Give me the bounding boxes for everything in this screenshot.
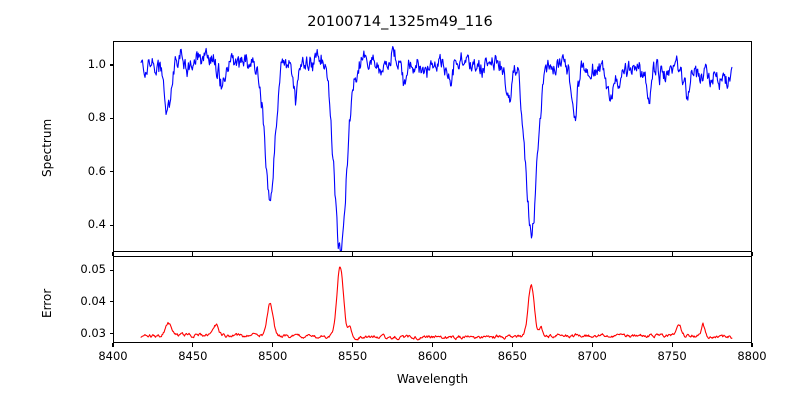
spectrum-x-tick xyxy=(352,252,354,256)
spectrum-x-tick xyxy=(192,252,194,256)
error-x-tick xyxy=(192,343,194,347)
error-x-tick xyxy=(591,343,593,347)
chart-title: 20100714_1325m49_116 xyxy=(307,14,493,30)
error-x-tick xyxy=(751,343,753,347)
spectrum-x-tick xyxy=(671,252,673,256)
spectrum-y-tick-label: 1.0 xyxy=(87,57,106,72)
error-x-tick-label: 8800 xyxy=(737,349,767,363)
spectrum-y-tick-label: 0.4 xyxy=(87,217,106,232)
error-x-tick xyxy=(671,343,673,347)
spectrum-y-tick xyxy=(109,171,113,173)
error-y-tick-label: 0.04 xyxy=(80,293,106,308)
spectrum-series-svg xyxy=(140,45,733,251)
spectrum-y-tick xyxy=(109,224,113,226)
spectrum-x-tick xyxy=(431,252,434,256)
spectrum-plot-area xyxy=(113,41,752,252)
error-x-tick-label: 8650 xyxy=(497,349,528,363)
error-y-tick xyxy=(109,269,113,271)
spectrum-x-tick xyxy=(272,252,274,256)
error-x-tick-label: 8700 xyxy=(577,349,607,363)
spectrum-x-tick xyxy=(591,252,593,256)
spectrum-y-tick xyxy=(109,117,113,119)
spectrum-y-axis-label: Spectrum xyxy=(40,118,54,177)
error-y-tick xyxy=(109,301,113,303)
error-line xyxy=(140,266,733,341)
error-x-tick-label: 8550 xyxy=(337,349,368,363)
error-x-tick xyxy=(112,343,114,347)
spectrum-x-tick xyxy=(751,252,753,256)
error-x-tick-label: 8450 xyxy=(178,349,208,363)
error-x-tick xyxy=(431,343,434,347)
error-y-tick-label: 0.03 xyxy=(80,325,106,340)
spectrum-y-tick-label: 0.8 xyxy=(87,110,106,125)
error-plot-area xyxy=(113,256,752,343)
spectrum-x-tick xyxy=(112,252,114,256)
error-y-tick-label: 0.05 xyxy=(80,262,106,277)
error-x-tick-label: 8600 xyxy=(417,349,448,363)
error-x-tick-label: 8500 xyxy=(258,349,288,363)
error-y-axis-label: Error xyxy=(40,288,54,318)
error-y-tick xyxy=(109,332,113,335)
error-x-tick xyxy=(352,343,354,347)
x-axis-label: Wavelength xyxy=(396,372,469,386)
error-series-svg xyxy=(140,266,733,341)
spectrum-x-tick xyxy=(511,252,513,256)
error-x-tick-label: 8400 xyxy=(98,349,128,363)
spectrum-y-tick-label: 0.6 xyxy=(87,163,106,178)
error-x-tick xyxy=(511,343,513,347)
error-x-tick-label: 8750 xyxy=(657,349,687,363)
spectrum-y-tick xyxy=(109,64,113,66)
error-x-tick xyxy=(272,343,274,347)
spectrum-line xyxy=(140,45,733,251)
